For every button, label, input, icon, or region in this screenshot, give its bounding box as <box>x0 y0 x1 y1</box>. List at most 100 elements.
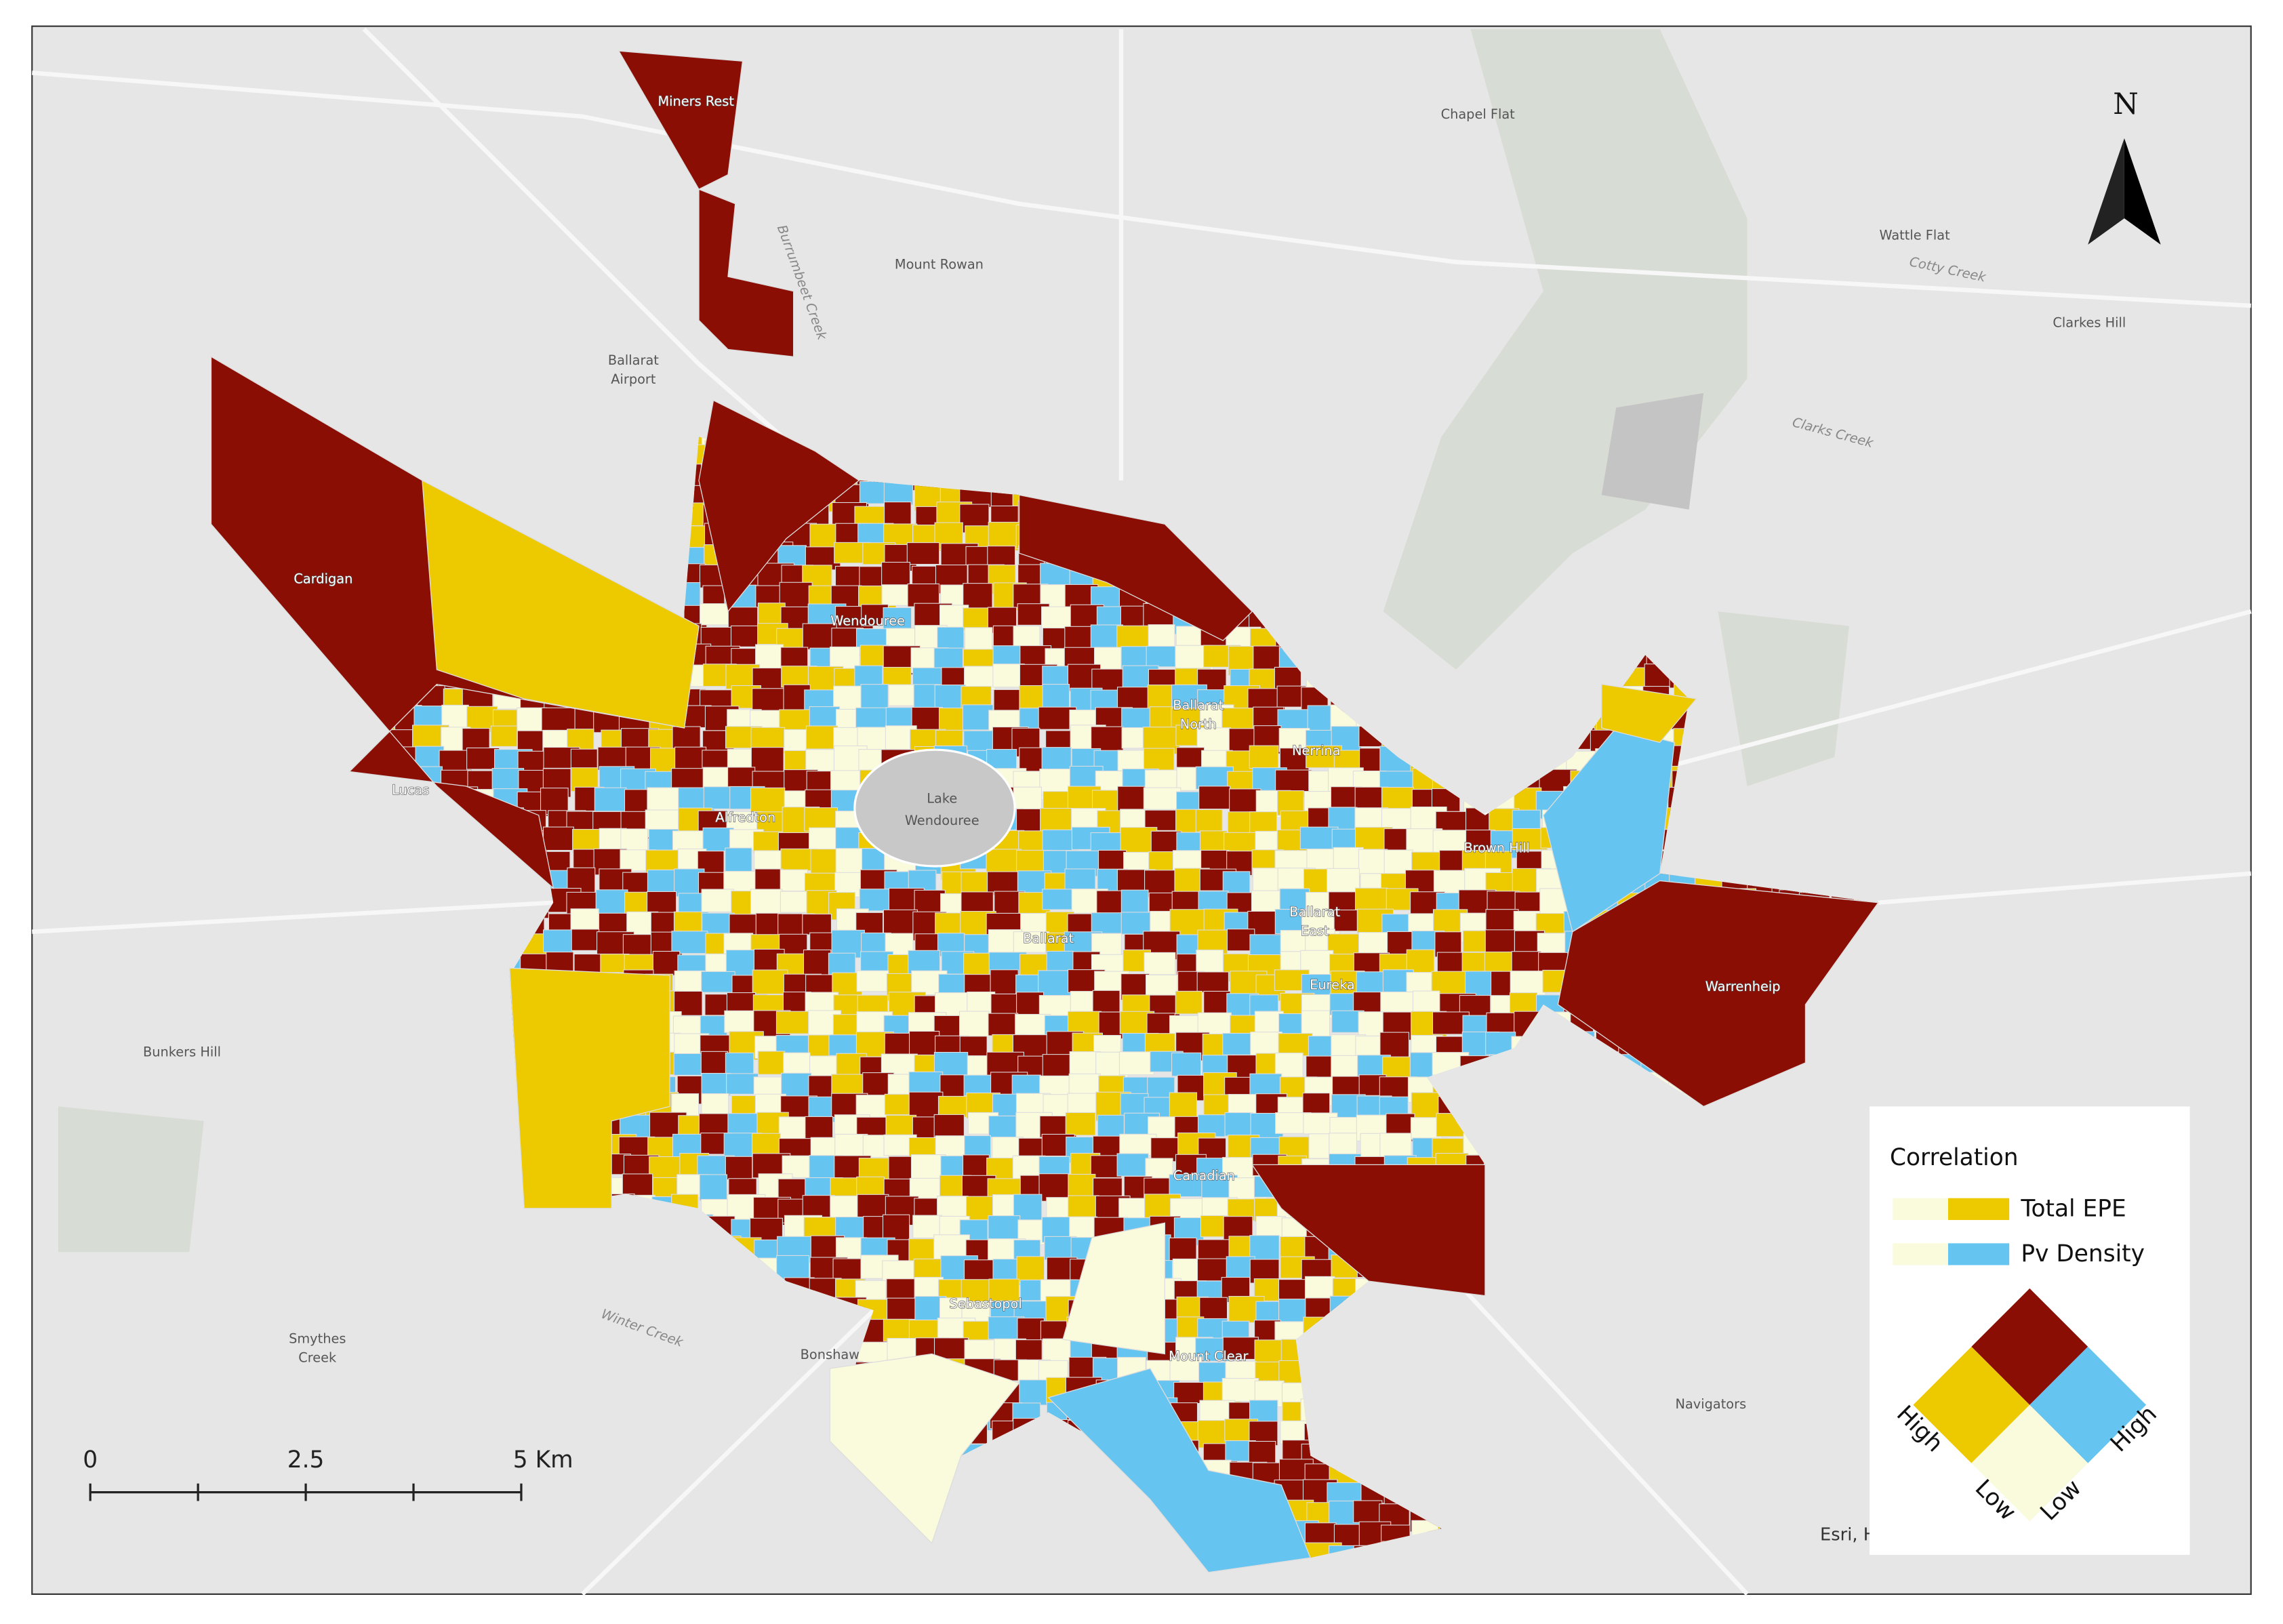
zone <box>1092 990 1120 1013</box>
zone <box>961 871 989 894</box>
zone <box>1278 1033 1313 1057</box>
legend-title: Correlation <box>1890 1144 2018 1171</box>
zone <box>701 971 735 993</box>
zone <box>647 787 680 813</box>
zone <box>802 1195 835 1218</box>
zone <box>1175 990 1203 1015</box>
place-label: Ballarat <box>1173 697 1224 713</box>
zone <box>1432 830 1470 854</box>
zone <box>1299 826 1339 850</box>
zone <box>1148 624 1175 651</box>
zone <box>1013 786 1042 812</box>
zone <box>622 1173 653 1197</box>
zone <box>911 707 943 731</box>
zone <box>647 869 677 893</box>
place-label: Lake <box>927 791 957 807</box>
place-label: Cardigan <box>294 571 352 586</box>
zone <box>1146 974 1178 998</box>
legend-item: Total EPE <box>2020 1195 2126 1222</box>
zone <box>1278 1299 1307 1322</box>
zone <box>907 583 940 607</box>
place-label: Smythes <box>289 1331 346 1347</box>
place-label: North <box>1180 716 1217 732</box>
zone <box>725 1156 753 1180</box>
zone <box>1353 1500 1383 1523</box>
place-label: Wendouree <box>830 613 905 629</box>
zone <box>1067 1093 1099 1115</box>
zone <box>570 908 599 933</box>
roads <box>32 27 2252 1596</box>
zone <box>1381 786 1415 811</box>
zone <box>594 787 627 812</box>
zone <box>700 1051 729 1076</box>
zone <box>1327 868 1360 895</box>
zone <box>571 929 600 951</box>
zone <box>1146 645 1177 668</box>
zone <box>1221 1378 1259 1402</box>
zone <box>958 1011 990 1038</box>
zone <box>1329 1133 1358 1155</box>
zone <box>595 889 628 914</box>
place-label: Ballarat <box>1023 931 1074 946</box>
place-label: Brown Hill <box>1463 840 1529 856</box>
place-label: Airport <box>611 371 656 387</box>
zone <box>986 849 1022 874</box>
zone <box>1510 971 1546 996</box>
zone <box>940 1074 969 1098</box>
zone <box>856 970 889 992</box>
place-label: Wattle Flat <box>1879 227 1950 243</box>
zone <box>490 725 518 747</box>
lake <box>853 748 1016 868</box>
zone <box>775 1011 810 1034</box>
place-label: Ballarat <box>1289 904 1340 920</box>
zone <box>543 929 573 953</box>
place-label: Ballarat <box>608 352 659 368</box>
zone <box>1016 1256 1045 1284</box>
zone <box>1171 1052 1202 1077</box>
zone <box>963 1074 994 1096</box>
scale-label: 0 <box>83 1446 98 1474</box>
zone <box>906 542 940 565</box>
place-label: Bunkers Hill <box>143 1044 221 1059</box>
place-label: Navigators <box>1676 1396 1747 1412</box>
zone <box>1485 909 1519 933</box>
zone <box>752 969 788 995</box>
zone <box>937 1196 969 1218</box>
zone <box>726 1073 759 1095</box>
zone <box>1118 1051 1154 1076</box>
zone <box>988 1215 1021 1240</box>
zone <box>1169 1092 1198 1118</box>
place-label: Miners Rest <box>658 94 734 109</box>
zone <box>1279 748 1310 771</box>
zone <box>725 847 752 872</box>
zone <box>752 831 783 853</box>
scale-label: 5 Km <box>513 1446 573 1474</box>
zone <box>809 706 841 728</box>
zone <box>1198 786 1231 810</box>
zone <box>962 704 994 731</box>
zone <box>701 889 734 912</box>
zone <box>1065 1112 1096 1136</box>
zone <box>1117 786 1146 814</box>
zone <box>881 561 910 588</box>
zone <box>1064 868 1096 892</box>
zone <box>542 826 574 851</box>
zone <box>881 584 912 606</box>
zone <box>988 1013 1019 1036</box>
zone <box>1143 787 1181 810</box>
place-label: Canadian <box>1173 1168 1235 1183</box>
zone <box>963 607 993 631</box>
place-label: Sebastopol <box>950 1296 1022 1312</box>
zone <box>1229 788 1261 813</box>
place-label: Nerrina <box>1292 743 1340 758</box>
place-label: Clarkes Hill <box>2053 314 2126 330</box>
zone <box>1120 912 1153 935</box>
zone <box>883 909 918 935</box>
zone <box>855 707 890 729</box>
zone <box>1196 727 1232 752</box>
zone <box>1358 849 1388 876</box>
place-label: Eureka <box>1310 977 1355 993</box>
place-label: East <box>1301 923 1329 939</box>
zone <box>1222 1032 1253 1055</box>
